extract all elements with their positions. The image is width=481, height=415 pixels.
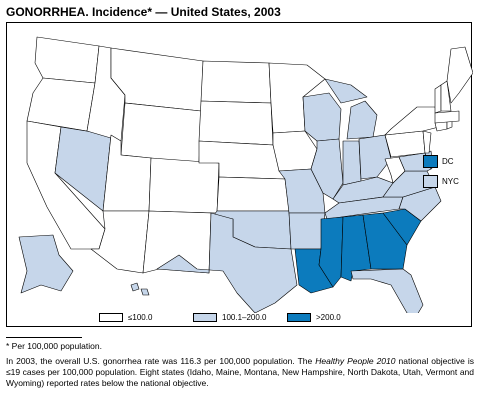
state-me <box>446 46 473 104</box>
map-legend: ≤100.0 100.1–200.0 >200.0 <box>7 313 473 325</box>
map-panel: DC NYC ≤100.0 100.1–200.0 >200.0 <box>6 22 473 327</box>
state-wi <box>302 92 342 142</box>
inset-dc-label: DC <box>442 157 454 166</box>
state-wa <box>34 36 100 84</box>
inset-nyc: NYC <box>423 175 459 188</box>
legend-swatch-high <box>287 313 311 322</box>
state-tx <box>156 212 298 313</box>
legend-label-low: ≤100.0 <box>128 313 153 322</box>
state-mi <box>346 100 378 140</box>
description-part2: national objective is ≤19 cases per 100,… <box>6 356 475 388</box>
state-ar <box>288 212 326 250</box>
state-ak <box>18 234 74 294</box>
state-ia <box>272 130 318 172</box>
inset-nyc-swatch <box>423 175 438 188</box>
state-nd <box>200 60 272 104</box>
state-hi <box>130 282 150 296</box>
legend-item-low: ≤100.0 <box>99 313 152 322</box>
inset-dc-swatch <box>423 155 438 168</box>
inset-nyc-label: NYC <box>442 177 459 186</box>
legend-swatch-mid <box>193 313 217 322</box>
legend-item-mid: 100.1–200.0 <box>193 313 267 322</box>
state-sd <box>198 100 274 146</box>
description-part1: In 2003, the overall U.S. gonorrhea rate… <box>6 356 316 366</box>
legend-label-mid: 100.1–200.0 <box>222 313 267 322</box>
state-pa <box>384 130 426 158</box>
state-wy <box>120 102 202 164</box>
state-vt <box>434 84 442 114</box>
state-co <box>148 157 220 214</box>
state-in <box>342 140 362 186</box>
state-ny <box>384 106 440 136</box>
map-title: GONORRHEA. Incidence* — United States, 2… <box>6 5 281 19</box>
legend-label-high: >200.0 <box>316 313 341 322</box>
state-oh <box>358 134 392 180</box>
description-italic: Healthy People 2010 <box>315 356 396 366</box>
us-map <box>18 36 473 313</box>
state-nh <box>440 80 452 112</box>
state-nj <box>422 130 432 154</box>
state-wv <box>384 156 406 184</box>
state-ks <box>216 176 290 212</box>
state-mi-upper <box>324 78 368 104</box>
description-text: In 2003, the overall U.S. gonorrhea rate… <box>6 356 474 389</box>
state-fl <box>350 268 424 313</box>
state-ma <box>434 110 460 124</box>
legend-item-high: >200.0 <box>287 313 341 322</box>
state-il <box>310 138 344 200</box>
inset-dc: DC <box>423 155 454 168</box>
footnote-rule <box>6 337 82 338</box>
footnote: * Per 100,000 population. <box>6 341 102 351</box>
state-mt <box>110 47 204 112</box>
legend-swatch-low <box>99 313 123 322</box>
state-ga <box>362 212 408 270</box>
